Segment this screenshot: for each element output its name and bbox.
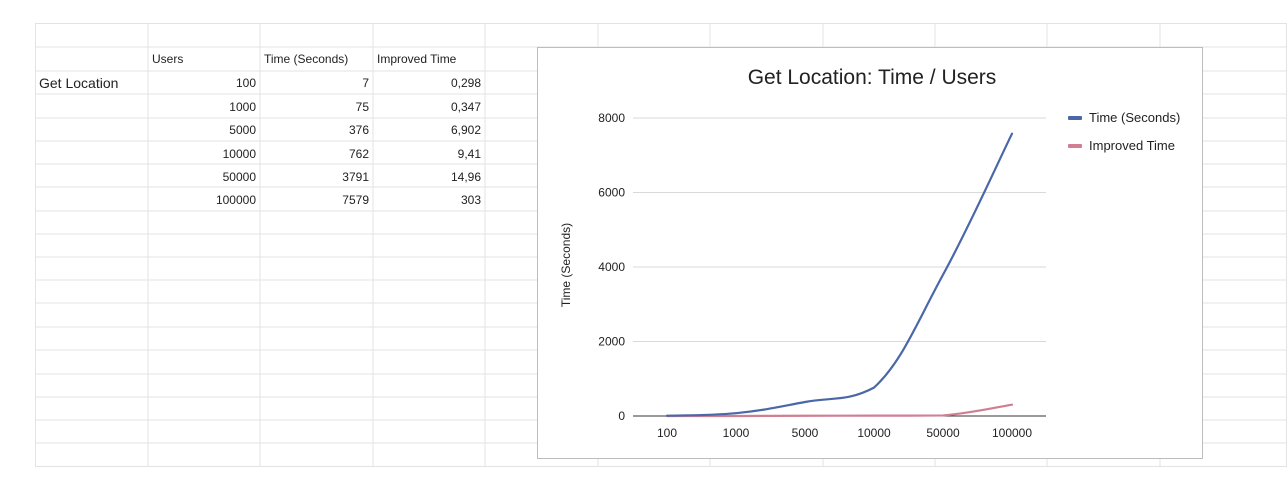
- cell-improved-time[interactable]: 0,298: [450, 76, 481, 90]
- cell-users[interactable]: 100000: [215, 193, 256, 207]
- y-tick-label: 8000: [598, 111, 625, 125]
- x-tick-label: 1000: [723, 426, 750, 440]
- cell-improved-time[interactable]: 9,41: [457, 147, 481, 161]
- x-tick-label: 10000: [857, 426, 891, 440]
- cell-users[interactable]: 1000: [229, 100, 256, 114]
- cell-users[interactable]: 100: [235, 76, 256, 90]
- cell-time[interactable]: 762: [348, 147, 369, 161]
- cell-time[interactable]: 75: [355, 100, 369, 114]
- y-tick-label: 0: [618, 409, 625, 423]
- legend-label-time: Time (Seconds): [1089, 110, 1181, 125]
- cell-improved-time[interactable]: 303: [460, 193, 481, 207]
- cell-users[interactable]: 50000: [222, 170, 256, 184]
- y-tick-label: 4000: [598, 260, 625, 274]
- legend-swatch-time: [1068, 115, 1082, 120]
- chart-legend: Time (Seconds) Improved Time: [1068, 108, 1180, 164]
- series-line-time: [665, 132, 1014, 417]
- cell-time[interactable]: 376: [348, 123, 369, 137]
- legend-label-improved-time: Improved Time: [1089, 138, 1175, 153]
- legend-item-time: Time (Seconds): [1068, 108, 1180, 136]
- row-label-get-location[interactable]: Get Location: [39, 75, 119, 91]
- x-tick-label: 50000: [926, 426, 960, 440]
- cell-time[interactable]: 3791: [342, 170, 369, 184]
- y-tick-label: 2000: [598, 335, 625, 349]
- legend-item-improved-time: Improved Time: [1068, 136, 1180, 164]
- cell-users[interactable]: 10000: [222, 147, 256, 161]
- x-tick-label: 100: [657, 426, 677, 440]
- legend-swatch-improved-time: [1068, 143, 1082, 148]
- cell-improved-time[interactable]: 14,96: [450, 170, 481, 184]
- y-axis-label-text: Time (Seconds): [559, 222, 573, 308]
- line-chart[interactable]: Get Location: Time / Users 0 2000 4000 6000…: [537, 47, 1203, 459]
- y-axis-label: Time (Seconds): [556, 208, 576, 328]
- header-users[interactable]: Users: [152, 52, 184, 66]
- header-improved-time[interactable]: Improved Time: [377, 52, 457, 66]
- cell-time[interactable]: 7: [362, 76, 369, 90]
- chart-plot: 0 2000 4000 6000 8000 100 1000 5000 10000 50000 10…: [598, 111, 1046, 440]
- chart-title: Get Location: Time / Users: [747, 66, 997, 89]
- cell-improved-time[interactable]: 6,902: [450, 123, 481, 137]
- series-line-improved-time: [665, 403, 1014, 418]
- x-tick-label: 5000: [792, 426, 819, 440]
- cell-time[interactable]: 7579: [342, 193, 369, 207]
- y-tick-label: 6000: [598, 186, 625, 200]
- cell-users[interactable]: 5000: [229, 123, 256, 137]
- header-time-seconds[interactable]: Time (Seconds): [264, 52, 349, 66]
- cell-improved-time[interactable]: 0,347: [450, 100, 481, 114]
- x-tick-label: 100000: [992, 426, 1032, 440]
